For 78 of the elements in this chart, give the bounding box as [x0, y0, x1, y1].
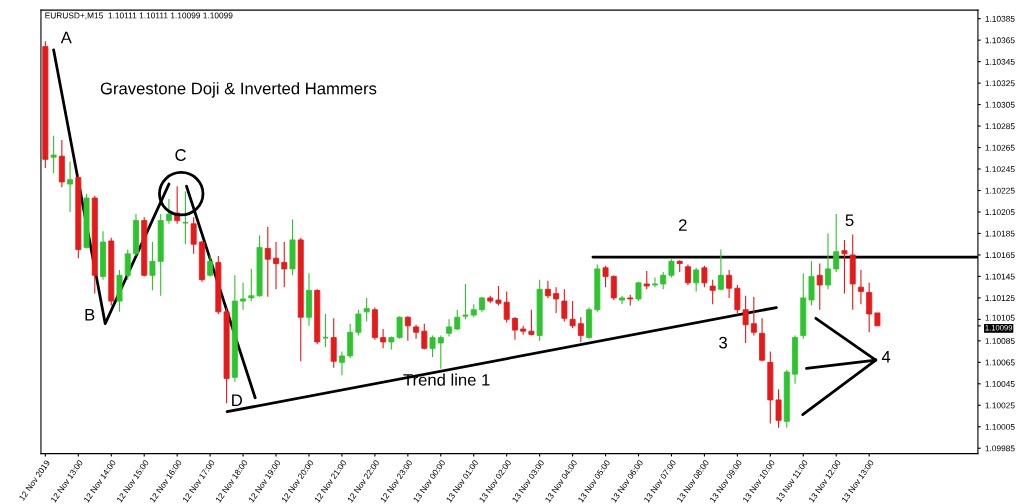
- y-tick-label: 1.10125: [985, 295, 1015, 301]
- candlestick: [446, 318, 452, 338]
- y-tick-label: 1.10345: [985, 58, 1015, 65]
- candlestick: [421, 323, 428, 350]
- candlestick: [825, 232, 831, 290]
- candlestick: [124, 249, 131, 281]
- candlestick: [857, 269, 864, 305]
- candlestick: [816, 262, 823, 311]
- candlestick: [355, 309, 362, 337]
- candlestick: [528, 309, 535, 337]
- candlestick: [190, 216, 197, 255]
- annotation: Gravestone Doji & Inverted Hammers: [100, 82, 377, 98]
- y-tick-label: 1.10225: [985, 187, 1015, 194]
- candlestick: [437, 334, 444, 370]
- y-tick-label: 1.10065: [985, 359, 1015, 366]
- candlestick: [726, 269, 733, 299]
- candlestick: [693, 267, 700, 292]
- candlestick: [240, 282, 247, 311]
- candlestick: [750, 296, 757, 337]
- candlestick: [511, 316, 518, 341]
- y-tick-label: 1.10025: [985, 402, 1015, 409]
- candlestick: [50, 135, 57, 174]
- candlestick: [404, 315, 411, 342]
- candlestick: [429, 334, 436, 358]
- candlestick: [380, 328, 387, 349]
- candlestick: [569, 300, 576, 329]
- y-tick-label: 1.10165: [985, 252, 1015, 259]
- candlestick: [717, 249, 724, 291]
- candlestick: [544, 280, 551, 299]
- candlestick: [561, 288, 568, 323]
- candlestick: [709, 279, 716, 305]
- candlestick: [462, 283, 469, 320]
- y-tick-label: 1.10105: [985, 314, 1015, 321]
- candlestick: [347, 323, 354, 359]
- y-tick-label: 1.10185: [985, 230, 1015, 237]
- y-tick-label: 1.10365: [985, 37, 1015, 44]
- annotation: A: [60, 31, 72, 44]
- y-tick-label: 1.10305: [985, 101, 1015, 108]
- chart-title: EURUSD+,M15 1.10111 1.10111 1.10099 1.10099: [45, 12, 233, 20]
- candlestick: [602, 265, 609, 288]
- y-tick-label: 1.10145: [985, 273, 1015, 280]
- candlestick: [281, 241, 288, 288]
- candlestick: [363, 297, 370, 323]
- annotation: 3: [719, 336, 727, 349]
- y-tick-label: 1.10205: [985, 209, 1015, 216]
- candlestick: [643, 270, 650, 290]
- candlestick: [833, 213, 840, 273]
- candlestick: [866, 282, 873, 333]
- candlestick: [701, 265, 708, 288]
- candlestick: [610, 274, 617, 301]
- annotation: C: [175, 149, 186, 161]
- candlestick: [273, 241, 279, 290]
- annotation: Trend line 1: [403, 373, 490, 386]
- candlestick: [652, 276, 658, 288]
- annotation: B: [85, 308, 95, 321]
- candlestick: [330, 317, 337, 369]
- y-tick-label: 1.10265: [985, 144, 1015, 151]
- candlestick: [577, 316, 584, 343]
- candlestick: [668, 258, 675, 279]
- annotation: 2: [678, 219, 687, 231]
- y-tick-label: 1.10285: [985, 123, 1015, 130]
- annotation: D: [232, 394, 243, 407]
- annotation: 5: [845, 214, 854, 227]
- y-tick-label: 1.10245: [985, 166, 1015, 173]
- candlestick: [165, 198, 172, 225]
- candlestick: [808, 260, 815, 306]
- y-tick-label: 1.10045: [985, 381, 1015, 387]
- y-tick-label: 1.10325: [985, 80, 1015, 87]
- y-tick-label: 1.10385: [985, 15, 1015, 22]
- candlestick: [67, 160, 74, 213]
- candlestick: [264, 226, 271, 298]
- candlestick: [338, 351, 345, 376]
- annotation: 4: [881, 351, 891, 363]
- y-tick-label: 1.10005: [985, 423, 1015, 430]
- y-tick-label: 1.10085: [985, 338, 1015, 344]
- candlestick: [684, 264, 691, 286]
- y-tick-label: 1.09985: [985, 445, 1015, 452]
- candlestick: [553, 286, 560, 314]
